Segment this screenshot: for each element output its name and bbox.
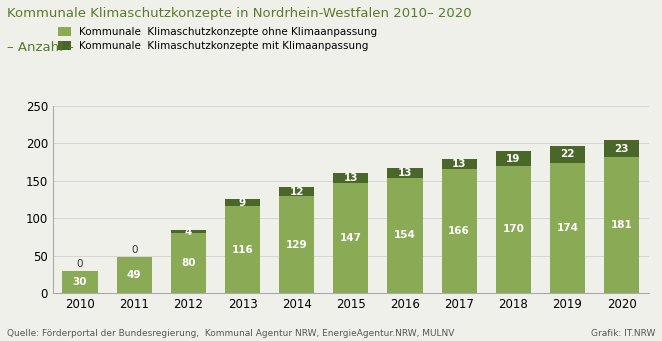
Text: 19: 19 [506, 153, 520, 164]
Bar [387, 178, 422, 293]
Text: 129: 129 [286, 240, 308, 250]
Text: – Anzahl –: – Anzahl – [7, 41, 73, 54]
Bar [550, 146, 585, 163]
Text: 181: 181 [611, 220, 633, 231]
Text: 4: 4 [185, 227, 192, 237]
Text: Quelle: Förderportal der Bundesregierung,  Kommunal Agentur NRW, EnergieAgentur.: Quelle: Förderportal der Bundesregierung… [7, 329, 454, 338]
Bar [171, 230, 206, 233]
Text: 174: 174 [557, 223, 579, 233]
Text: 23: 23 [614, 144, 629, 154]
Bar [225, 199, 260, 206]
Bar [604, 158, 639, 293]
Bar [225, 206, 260, 293]
Bar [62, 271, 98, 293]
Legend: Kommunale  Klimaschutzkonzepte ohne Klimaanpassung, Kommunale  Klimaschutzkonzep: Kommunale Klimaschutzkonzepte ohne Klima… [58, 27, 377, 51]
Bar [279, 188, 314, 196]
Bar [604, 140, 639, 158]
Text: 12: 12 [289, 187, 304, 197]
Bar [333, 183, 369, 293]
Bar [333, 173, 369, 183]
Text: Grafik: IT.NRW: Grafik: IT.NRW [591, 329, 655, 338]
Text: 170: 170 [502, 224, 524, 235]
Text: 0: 0 [131, 245, 138, 255]
Text: 49: 49 [127, 270, 142, 280]
Bar [496, 151, 531, 166]
Text: 154: 154 [394, 231, 416, 240]
Text: 13: 13 [398, 168, 412, 178]
Text: Kommunale Klimaschutzkonzepte in Nordrhein-Westfalen 2010– 2020: Kommunale Klimaschutzkonzepte in Nordrhe… [7, 7, 471, 20]
Text: 22: 22 [560, 149, 575, 160]
Text: 9: 9 [239, 198, 246, 208]
Bar [117, 256, 152, 293]
Bar [171, 233, 206, 293]
Text: 13: 13 [452, 159, 467, 169]
Bar [442, 159, 477, 169]
Text: 166: 166 [448, 226, 470, 236]
Bar [496, 166, 531, 293]
Bar [550, 163, 585, 293]
Bar [442, 169, 477, 293]
Text: 80: 80 [181, 258, 195, 268]
Text: 13: 13 [344, 173, 358, 183]
Text: 116: 116 [232, 245, 254, 255]
Bar [279, 196, 314, 293]
Text: 0: 0 [77, 259, 83, 269]
Text: 30: 30 [73, 277, 87, 287]
Text: 147: 147 [340, 233, 362, 243]
Bar [387, 168, 422, 178]
